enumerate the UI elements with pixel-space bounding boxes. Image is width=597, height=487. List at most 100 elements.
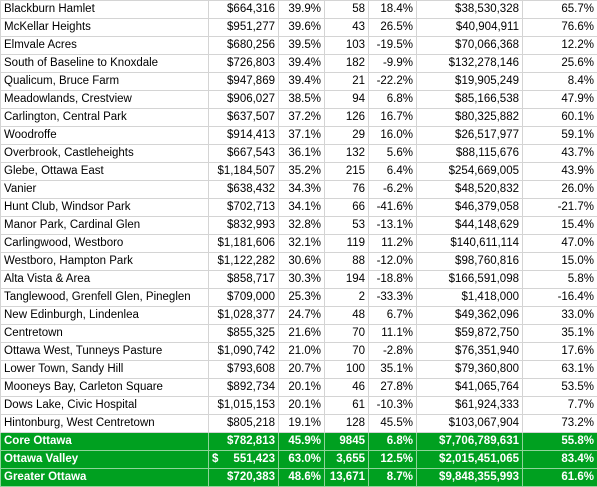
price-change-cell[interactable]: 39.4% <box>279 55 325 73</box>
neighbourhood-cell[interactable]: Lower Town, Sandy Hill <box>1 361 209 379</box>
volume-change-cell[interactable]: 53.5% <box>523 379 597 397</box>
sales-change-cell[interactable]: -12.0% <box>369 253 417 271</box>
volume-change-cell[interactable]: 15.4% <box>523 217 597 235</box>
volume-change-cell[interactable]: 43.9% <box>523 163 597 181</box>
dollar-volume-cell[interactable]: $38,530,328 <box>417 1 523 19</box>
sales-count-cell[interactable]: 43 <box>325 19 369 37</box>
volume-change-cell[interactable]: 35.1% <box>523 325 597 343</box>
neighbourhood-cell[interactable]: Westboro, Hampton Park <box>1 253 209 271</box>
volume-change-cell[interactable]: 65.7% <box>523 1 597 19</box>
sales-change-cell[interactable]: -9.9% <box>369 55 417 73</box>
avg-price-cell[interactable]: $892,734 <box>209 379 279 397</box>
sales-change-cell[interactable]: -22.2% <box>369 73 417 91</box>
neighbourhood-cell[interactable]: Tanglewood, Grenfell Glen, Pineglen <box>1 289 209 307</box>
neighbourhood-cell[interactable]: Ottawa West, Tunneys Pasture <box>1 343 209 361</box>
volume-change-cell[interactable]: 25.6% <box>523 55 597 73</box>
sales-change-cell[interactable]: 35.1% <box>369 361 417 379</box>
avg-price-cell[interactable]: $1,122,282 <box>209 253 279 271</box>
neighbourhood-cell[interactable]: Hintonburg, West Centretown <box>1 415 209 433</box>
price-change-cell[interactable]: 32.8% <box>279 217 325 235</box>
price-change-cell[interactable]: 35.2% <box>279 163 325 181</box>
volume-change-cell[interactable]: 43.7% <box>523 145 597 163</box>
sales-count-cell[interactable]: 126 <box>325 109 369 127</box>
price-change-cell[interactable]: 24.7% <box>279 307 325 325</box>
neighbourhood-cell[interactable]: Alta Vista & Area <box>1 271 209 289</box>
volume-change-cell[interactable]: 63.1% <box>523 361 597 379</box>
price-change-cell[interactable]: 20.7% <box>279 361 325 379</box>
avg-price-cell[interactable]: $680,256 <box>209 37 279 55</box>
sales-count-cell[interactable]: 29 <box>325 127 369 145</box>
volume-change-cell[interactable]: 17.6% <box>523 343 597 361</box>
sales-change-cell[interactable]: -18.8% <box>369 271 417 289</box>
price-change-cell[interactable]: 34.1% <box>279 199 325 217</box>
price-change-cell[interactable]: 32.1% <box>279 235 325 253</box>
avg-price-cell[interactable]: $720,383 <box>209 469 279 487</box>
dollar-volume-cell[interactable]: $2,015,451,065 <box>417 451 523 469</box>
price-change-cell[interactable]: 39.9% <box>279 1 325 19</box>
dollar-volume-cell[interactable]: $48,520,832 <box>417 181 523 199</box>
dollar-volume-cell[interactable]: $76,351,940 <box>417 343 523 361</box>
volume-change-cell[interactable]: 59.1% <box>523 127 597 145</box>
volume-change-cell[interactable]: 61.6% <box>523 469 597 487</box>
sales-change-cell[interactable]: -19.5% <box>369 37 417 55</box>
dollar-volume-cell[interactable]: $79,360,800 <box>417 361 523 379</box>
sales-count-cell[interactable]: 46 <box>325 379 369 397</box>
avg-price-cell[interactable]: $914,413 <box>209 127 279 145</box>
sales-count-cell[interactable]: 103 <box>325 37 369 55</box>
volume-change-cell[interactable]: 73.2% <box>523 415 597 433</box>
neighbourhood-cell[interactable]: Centretown <box>1 325 209 343</box>
sales-count-cell[interactable]: 70 <box>325 343 369 361</box>
volume-change-cell[interactable]: 55.8% <box>523 433 597 451</box>
sales-count-cell[interactable]: 194 <box>325 271 369 289</box>
dollar-volume-cell[interactable]: $46,379,058 <box>417 199 523 217</box>
sales-count-cell[interactable]: 66 <box>325 199 369 217</box>
neighbourhood-cell[interactable]: Woodroffe <box>1 127 209 145</box>
avg-price-cell[interactable]: $951,277 <box>209 19 279 37</box>
avg-price-cell[interactable]: $667,543 <box>209 145 279 163</box>
volume-change-cell[interactable]: 60.1% <box>523 109 597 127</box>
volume-change-cell[interactable]: -21.7% <box>523 199 597 217</box>
avg-price-cell[interactable]: $832,993 <box>209 217 279 235</box>
sales-change-cell[interactable]: 11.2% <box>369 235 417 253</box>
sales-change-cell[interactable]: 6.8% <box>369 91 417 109</box>
neighbourhood-cell[interactable]: Blackburn Hamlet <box>1 1 209 19</box>
sales-count-cell[interactable]: 76 <box>325 181 369 199</box>
volume-change-cell[interactable]: 76.6% <box>523 19 597 37</box>
avg-price-cell[interactable]: $664,316 <box>209 1 279 19</box>
neighbourhood-cell[interactable]: New Edinburgh, Lindenlea <box>1 307 209 325</box>
price-change-cell[interactable]: 25.3% <box>279 289 325 307</box>
sales-change-cell[interactable]: -41.6% <box>369 199 417 217</box>
sales-change-cell[interactable]: -2.8% <box>369 343 417 361</box>
neighbourhood-cell[interactable]: Carlingwood, Westboro <box>1 235 209 253</box>
sales-count-cell[interactable]: 21 <box>325 73 369 91</box>
sales-count-cell[interactable]: 58 <box>325 1 369 19</box>
volume-change-cell[interactable]: 12.2% <box>523 37 597 55</box>
neighbourhood-cell[interactable]: Qualicum, Bruce Farm <box>1 73 209 91</box>
sales-change-cell[interactable]: -33.3% <box>369 289 417 307</box>
avg-price-cell[interactable]: $1,181,606 <box>209 235 279 253</box>
sales-change-cell[interactable]: 6.8% <box>369 433 417 451</box>
neighbourhood-cell[interactable]: Carlington, Central Park <box>1 109 209 127</box>
sales-change-cell[interactable]: 16.7% <box>369 109 417 127</box>
price-change-cell[interactable]: 37.1% <box>279 127 325 145</box>
neighbourhood-cell[interactable]: McKellar Heights <box>1 19 209 37</box>
dollar-volume-cell[interactable]: $85,166,538 <box>417 91 523 109</box>
volume-change-cell[interactable]: 47.0% <box>523 235 597 253</box>
neighbourhood-cell[interactable]: Elmvale Acres <box>1 37 209 55</box>
avg-price-cell[interactable]: $855,325 <box>209 325 279 343</box>
sales-count-cell[interactable]: 70 <box>325 325 369 343</box>
avg-price-cell[interactable]: $637,507 <box>209 109 279 127</box>
volume-change-cell[interactable]: 15.0% <box>523 253 597 271</box>
dollar-volume-cell[interactable]: $44,148,629 <box>417 217 523 235</box>
sales-change-cell[interactable]: 6.7% <box>369 307 417 325</box>
sales-change-cell[interactable]: 5.6% <box>369 145 417 163</box>
price-change-cell[interactable]: 30.6% <box>279 253 325 271</box>
price-change-cell[interactable]: 38.5% <box>279 91 325 109</box>
sales-count-cell[interactable]: 48 <box>325 307 369 325</box>
price-change-cell[interactable]: 39.4% <box>279 73 325 91</box>
sales-change-cell[interactable]: 26.5% <box>369 19 417 37</box>
avg-price-cell[interactable]: $947,869 <box>209 73 279 91</box>
neighbourhood-cell[interactable]: Overbrook, Castleheights <box>1 145 209 163</box>
price-change-cell[interactable]: 21.0% <box>279 343 325 361</box>
neighbourhood-cell[interactable]: Mooneys Bay, Carleton Square <box>1 379 209 397</box>
